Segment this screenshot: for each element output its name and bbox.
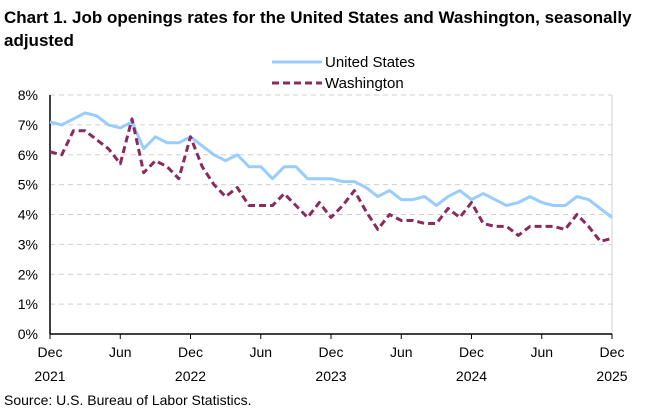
x-tick-year: 2025 xyxy=(596,368,627,384)
x-tick-year: 2024 xyxy=(456,368,487,384)
x-tick-month: Jun xyxy=(530,344,553,360)
y-tick-label: 7% xyxy=(18,117,38,133)
y-tick-label: 1% xyxy=(18,296,38,312)
x-tick-month: Dec xyxy=(600,344,625,360)
x-tick-year: 2021 xyxy=(34,368,65,384)
y-tick-label: 4% xyxy=(18,207,38,223)
x-tick-month: Jun xyxy=(249,344,272,360)
y-tick-label: 0% xyxy=(18,326,38,342)
y-tick-label: 5% xyxy=(18,177,38,193)
legend-label: Washington xyxy=(325,75,404,92)
series-line-washington xyxy=(49,117,613,243)
chart-title: Chart 1. Job openings rates for the Unit… xyxy=(4,8,632,50)
y-tick-label: 2% xyxy=(18,266,38,282)
y-tick-label: 8% xyxy=(18,87,38,103)
x-tick-month: Dec xyxy=(38,344,63,360)
x-tick-year: 2022 xyxy=(175,368,206,384)
x-tick-year: 2023 xyxy=(315,368,346,384)
x-tick-month: Dec xyxy=(178,344,203,360)
x-tick-month: Dec xyxy=(319,344,344,360)
source-note: Source: U.S. Bureau of Labor Statistics. xyxy=(4,392,252,408)
x-tick-month: Dec xyxy=(459,344,484,360)
series-line-united-states xyxy=(49,111,613,219)
y-tick-label: 6% xyxy=(18,147,38,163)
y-tick-label: 3% xyxy=(18,236,38,252)
x-tick-month: Jun xyxy=(109,344,132,360)
x-tick-month: Jun xyxy=(390,344,413,360)
legend-label: United States xyxy=(325,54,415,71)
